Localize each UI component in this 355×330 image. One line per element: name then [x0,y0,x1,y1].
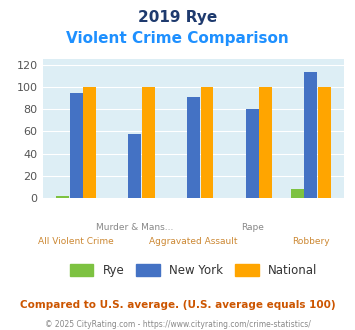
Bar [187,97,200,198]
Bar [318,87,331,198]
Text: 2019 Rye: 2019 Rye [138,10,217,25]
Text: Aggravated Assault: Aggravated Assault [149,237,238,246]
Bar [70,93,83,198]
Bar [56,196,69,198]
Bar [246,109,258,198]
Text: Compared to U.S. average. (U.S. average equals 100): Compared to U.S. average. (U.S. average … [20,300,335,310]
Text: Violent Crime Comparison: Violent Crime Comparison [66,31,289,46]
Bar [129,134,141,198]
Text: Rape: Rape [241,223,263,232]
Text: Murder & Mans...: Murder & Mans... [96,223,174,232]
Bar [142,87,155,198]
Text: Robbery: Robbery [292,237,329,246]
Bar [83,87,96,198]
Legend: Rye, New York, National: Rye, New York, National [65,259,322,282]
Text: © 2025 CityRating.com - https://www.cityrating.com/crime-statistics/: © 2025 CityRating.com - https://www.city… [45,320,310,329]
Bar [201,87,213,198]
Bar [291,189,304,198]
Bar [259,87,272,198]
Text: All Violent Crime: All Violent Crime [38,237,114,246]
Bar [304,72,317,198]
